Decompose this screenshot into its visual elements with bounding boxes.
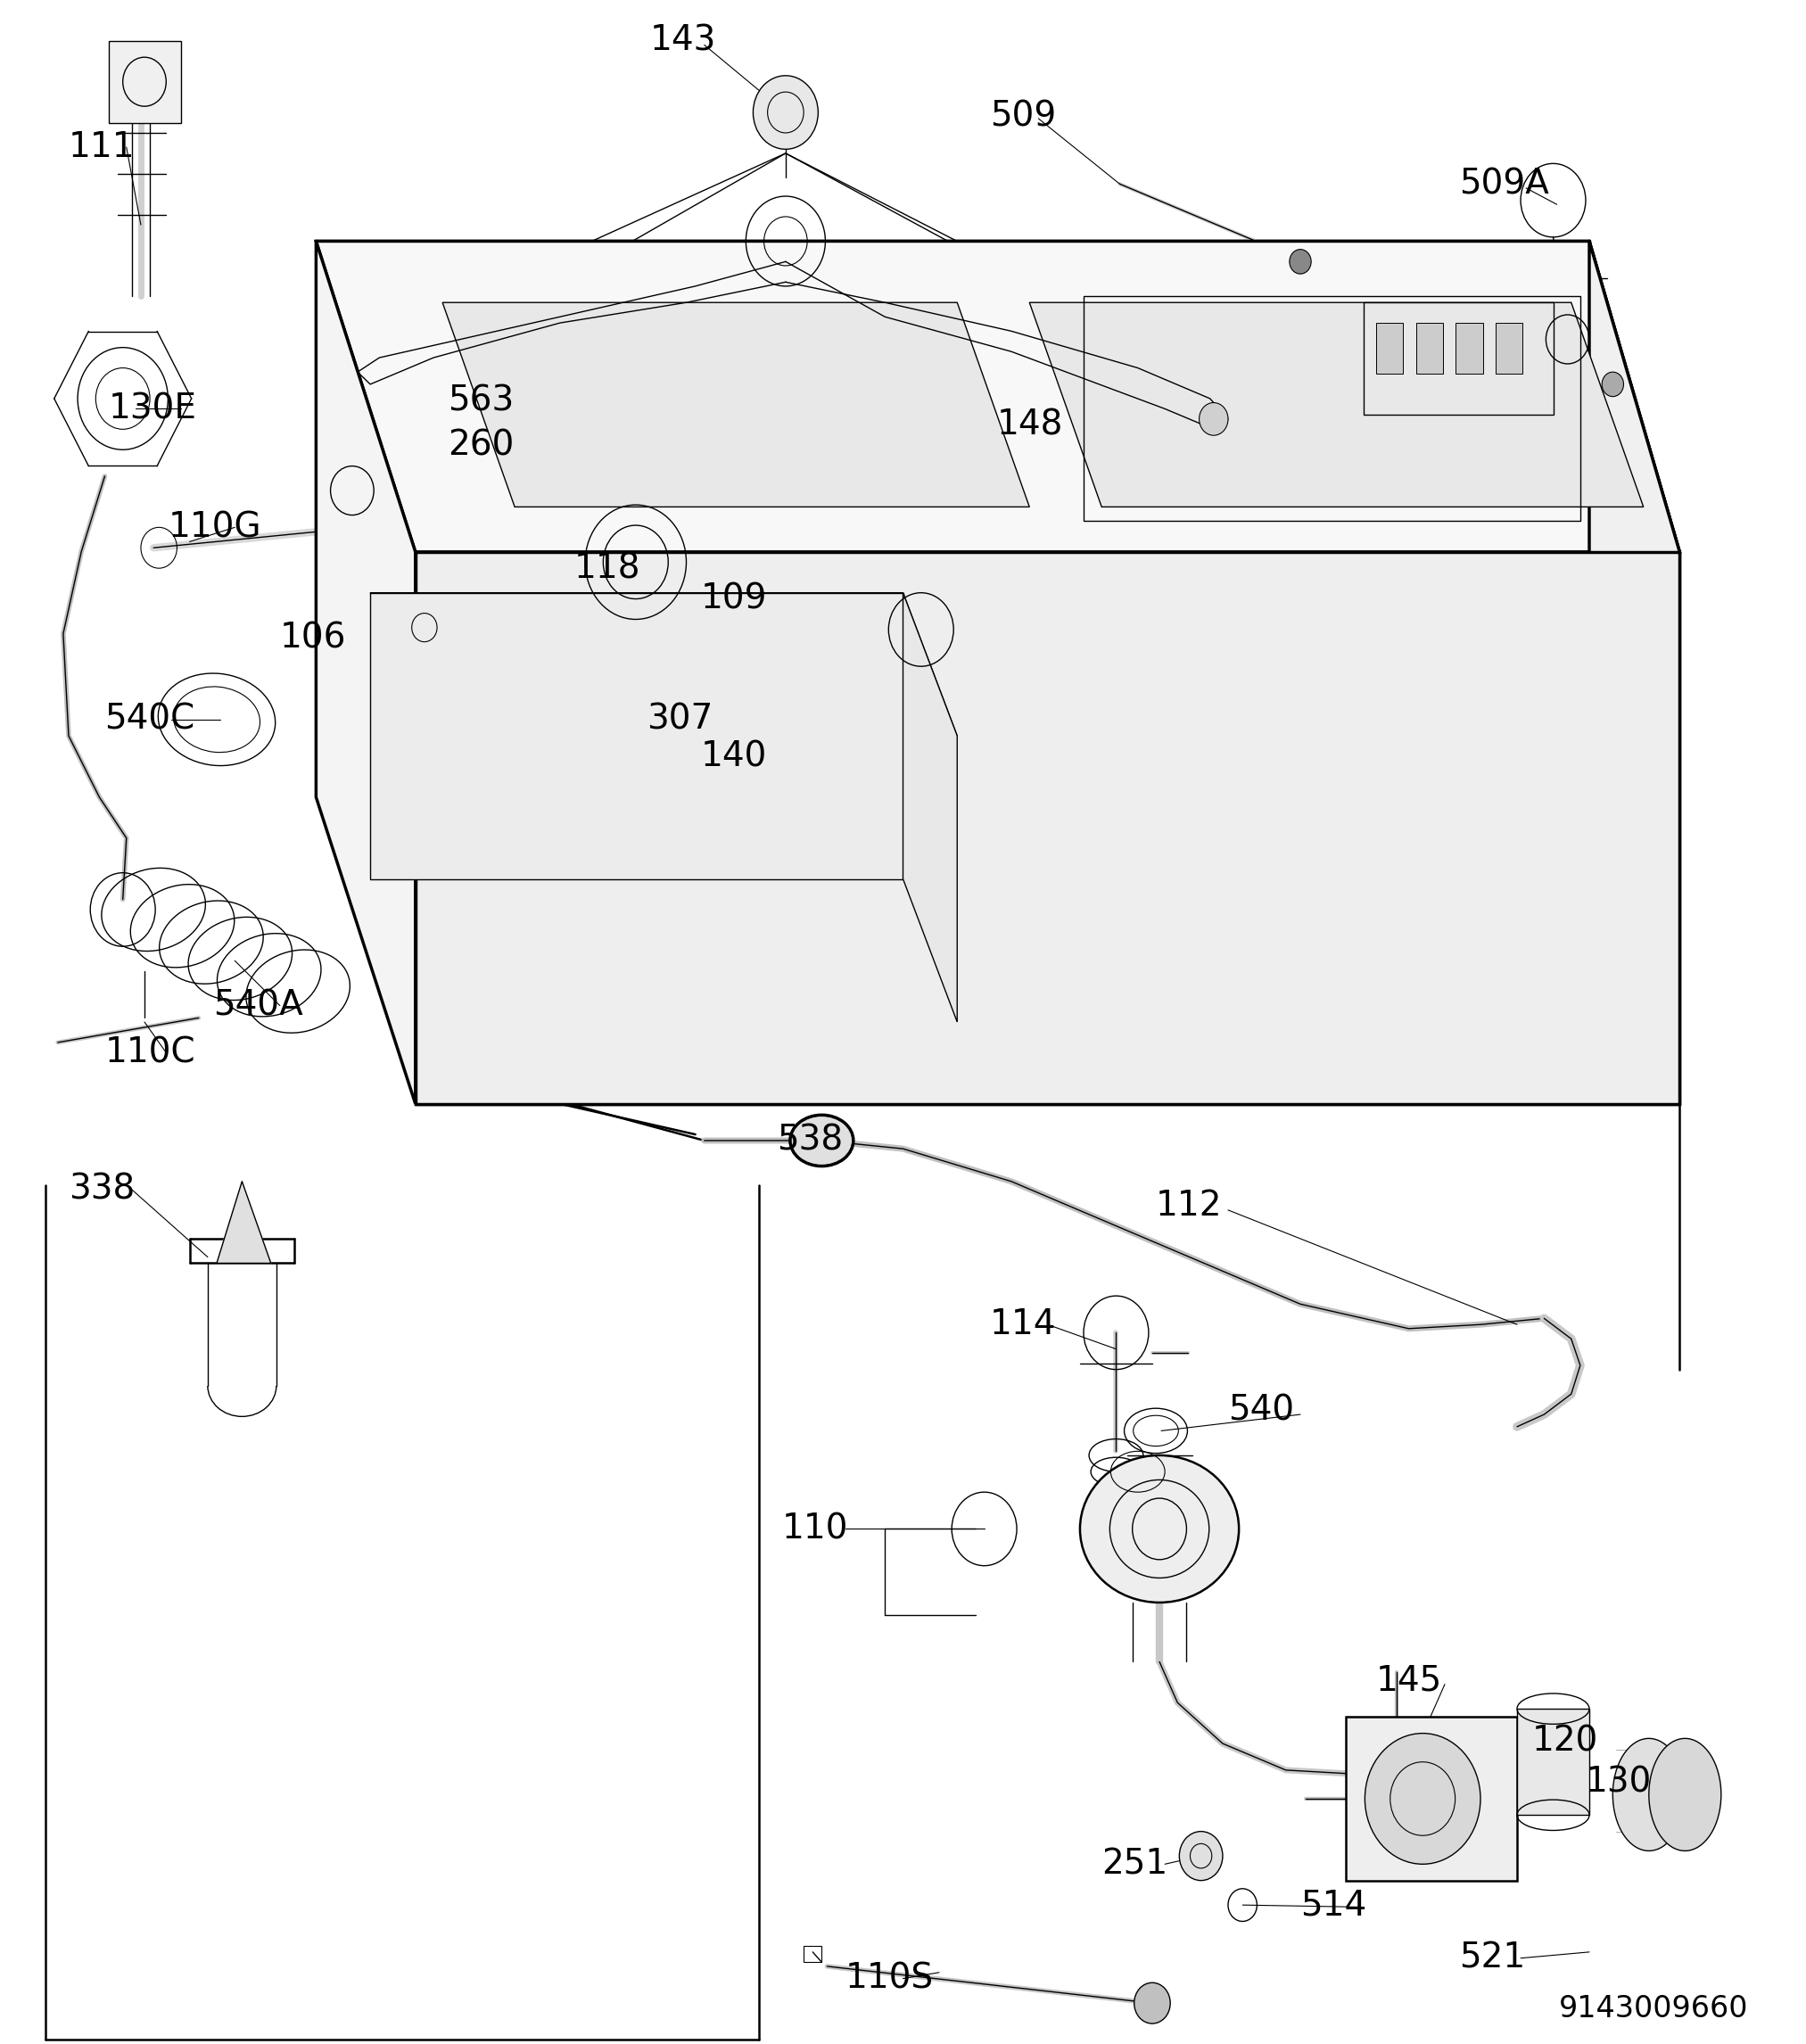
Bar [804,1946,822,1962]
Text: 143: 143 [650,25,717,57]
Text: 521: 521 [1459,1942,1526,1975]
Circle shape [753,76,818,149]
Text: 307: 307 [647,703,713,736]
Bar [1517,1709,1589,1815]
Text: 130E: 130E [108,392,197,425]
Text: 109: 109 [701,583,768,615]
Ellipse shape [1080,1455,1239,1602]
Polygon shape [358,262,786,384]
Text: 514: 514 [1300,1889,1367,1921]
Text: 540: 540 [1228,1394,1295,1427]
Polygon shape [786,262,1228,429]
Text: 540A: 540A [213,989,303,1022]
Polygon shape [316,241,415,1104]
Polygon shape [370,593,903,879]
Text: 509A: 509A [1459,168,1550,200]
Circle shape [1365,1733,1481,1864]
Text: 563: 563 [448,384,515,417]
Text: 110S: 110S [845,1962,934,1995]
Bar [1345,1717,1517,1880]
Text: 540C: 540C [105,703,195,736]
Text: 140: 140 [701,740,768,773]
Text: 114: 114 [990,1308,1057,1341]
Text: 260: 260 [448,429,515,462]
Bar [1416,323,1443,374]
Polygon shape [442,303,1029,507]
Polygon shape [415,552,1680,1104]
Circle shape [1602,372,1624,397]
Bar [108,41,181,123]
Circle shape [1289,249,1311,274]
Polygon shape [1589,241,1680,1104]
Polygon shape [370,593,957,736]
Ellipse shape [1649,1737,1721,1852]
Text: 9143009660: 9143009660 [1559,1995,1748,2024]
Bar [1376,323,1403,374]
Ellipse shape [1613,1737,1685,1852]
Text: 120: 120 [1531,1725,1598,1758]
Text: 338: 338 [69,1173,135,1206]
Text: 251: 251 [1102,1848,1168,1880]
Text: 111: 111 [69,131,135,164]
Text: 106: 106 [280,621,347,654]
Text: 112: 112 [1156,1190,1223,1222]
Text: 130: 130 [1586,1766,1652,1799]
Polygon shape [217,1181,271,1263]
Bar [1495,323,1522,374]
Circle shape [1179,1831,1223,1880]
Polygon shape [1029,303,1643,507]
Text: 118: 118 [574,552,641,585]
Text: 110G: 110G [168,511,262,544]
Circle shape [1199,403,1228,435]
Circle shape [1134,1983,1170,2024]
Text: 148: 148 [997,409,1064,442]
Text: 145: 145 [1376,1664,1443,1697]
Bar [1456,323,1483,374]
Text: 538: 538 [777,1124,843,1157]
Bar [1364,303,1553,415]
Polygon shape [316,241,1680,552]
Text: 110: 110 [782,1513,849,1545]
Text: 509: 509 [990,100,1057,133]
Text: 110C: 110C [105,1036,195,1069]
Polygon shape [903,593,957,1022]
Ellipse shape [791,1116,854,1167]
